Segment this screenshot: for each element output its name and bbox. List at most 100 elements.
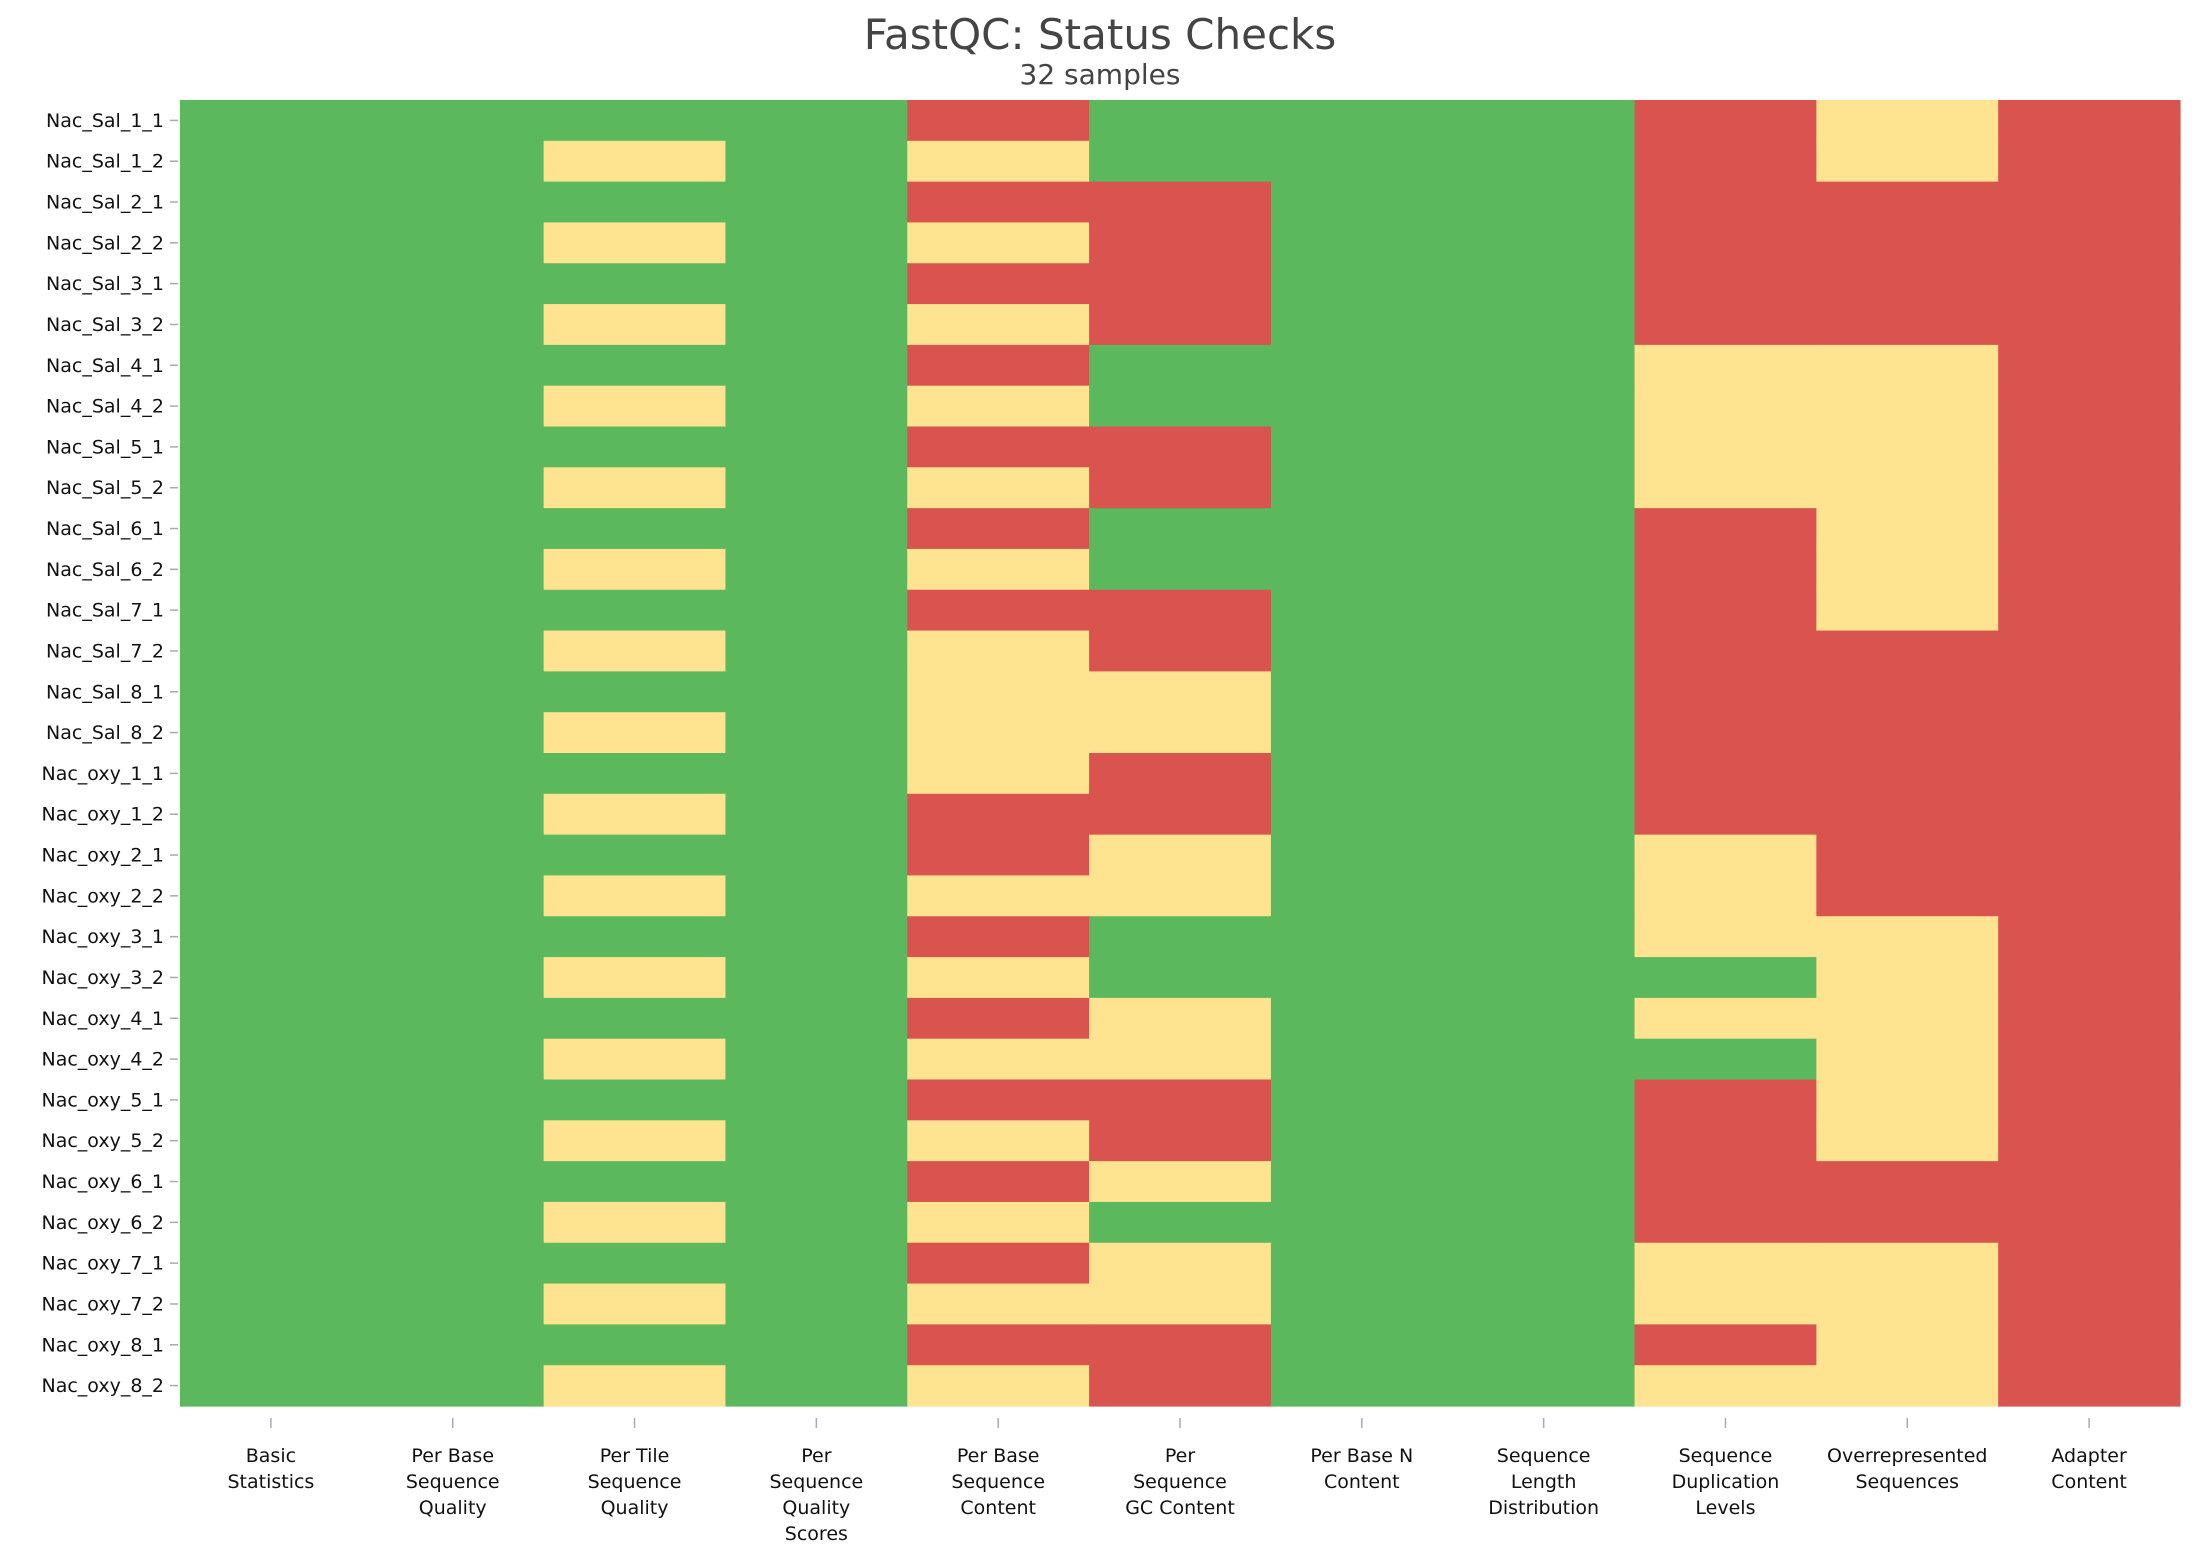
heatmap-cell bbox=[725, 712, 908, 754]
heatmap-cell bbox=[361, 589, 545, 632]
heatmap-cell bbox=[361, 957, 545, 999]
heatmap-cell bbox=[1452, 548, 1636, 591]
heatmap-cell bbox=[1270, 140, 1454, 183]
heatmap-cell bbox=[361, 834, 545, 877]
heatmap-cell bbox=[543, 344, 727, 387]
heatmap-cell bbox=[725, 304, 908, 346]
heatmap-cell bbox=[725, 181, 908, 224]
heatmap-cell bbox=[1089, 181, 1272, 224]
heatmap-cell bbox=[1816, 304, 1999, 346]
heatmap-cell bbox=[180, 793, 363, 836]
heatmap-cell bbox=[1998, 426, 2181, 468]
heatmap-cell bbox=[1998, 263, 2181, 305]
heatmap-cell bbox=[907, 1079, 1090, 1121]
heatmap-cell bbox=[543, 997, 727, 1040]
y-tick-label: Nac_oxy_4_1 bbox=[41, 1008, 164, 1030]
heatmap-cell bbox=[907, 426, 1090, 468]
heatmap-cell bbox=[543, 957, 727, 999]
heatmap-cell bbox=[180, 1365, 363, 1407]
heatmap-cell bbox=[180, 1324, 363, 1366]
heatmap-cell bbox=[1634, 467, 1817, 509]
heatmap-cell bbox=[1452, 222, 1636, 264]
heatmap-cell bbox=[907, 997, 1090, 1040]
heatmap-cell bbox=[1998, 467, 2181, 509]
heatmap-cell bbox=[1089, 1201, 1272, 1244]
y-tick-label: Nac_Sal_1_2 bbox=[46, 151, 164, 173]
heatmap-cell bbox=[1089, 957, 1272, 999]
heatmap-cell bbox=[1270, 793, 1454, 836]
heatmap-cell bbox=[361, 426, 545, 468]
heatmap-cell bbox=[1998, 630, 2181, 672]
heatmap-cell bbox=[725, 140, 908, 183]
heatmap-cell bbox=[1816, 508, 1999, 550]
heatmap-cell bbox=[180, 916, 363, 958]
heatmap-cell bbox=[1634, 916, 1817, 958]
heatmap-cell bbox=[1998, 671, 2181, 713]
heatmap-cell bbox=[1270, 630, 1454, 672]
heatmap-cell bbox=[907, 793, 1090, 836]
heatmap-cell bbox=[725, 508, 908, 550]
heatmap-cell bbox=[1452, 304, 1636, 346]
heatmap-cell bbox=[907, 1038, 1090, 1081]
y-tick-label: Nac_oxy_7_2 bbox=[41, 1293, 164, 1315]
heatmap-cell bbox=[361, 630, 545, 672]
heatmap-cell bbox=[725, 100, 908, 142]
heatmap-cells bbox=[180, 100, 2181, 1407]
heatmap-cell bbox=[1089, 916, 1272, 958]
heatmap-cell bbox=[907, 1242, 1090, 1285]
x-tick-label: Basic Statistics bbox=[227, 1445, 314, 1493]
heatmap-cell bbox=[543, 100, 727, 142]
heatmap-cell bbox=[1816, 712, 1999, 754]
heatmap-cell bbox=[1270, 997, 1454, 1040]
heatmap-cell bbox=[1089, 548, 1272, 591]
heatmap-cell bbox=[725, 1161, 908, 1203]
heatmap-cell bbox=[180, 1242, 363, 1285]
heatmap-cell bbox=[1634, 140, 1817, 183]
heatmap-cell bbox=[1998, 957, 2181, 999]
heatmap-cell bbox=[1816, 589, 1999, 632]
heatmap-cell bbox=[1270, 181, 1454, 224]
heatmap-cell bbox=[180, 385, 363, 428]
heatmap-cell bbox=[361, 753, 545, 795]
heatmap-cell bbox=[1270, 222, 1454, 264]
y-tick-label: Nac_Sal_3_2 bbox=[46, 314, 164, 336]
heatmap-cell bbox=[1452, 1079, 1636, 1121]
heatmap-cell bbox=[1634, 1038, 1817, 1081]
heatmap-cell bbox=[180, 1079, 363, 1121]
heatmap-cell bbox=[1816, 140, 1999, 183]
heatmap-cell bbox=[1452, 997, 1636, 1040]
heatmap-cell bbox=[361, 1201, 545, 1244]
heatmap-cell bbox=[1634, 1120, 1817, 1162]
heatmap-cell bbox=[1998, 1161, 2181, 1203]
heatmap-cell bbox=[1089, 467, 1272, 509]
heatmap-cell bbox=[1634, 263, 1817, 305]
heatmap-cell bbox=[361, 916, 545, 958]
heatmap-cell bbox=[907, 875, 1090, 917]
heatmap-cell bbox=[543, 1079, 727, 1121]
heatmap-cell bbox=[1089, 222, 1272, 264]
heatmap-cell bbox=[1452, 589, 1636, 632]
heatmap-cell bbox=[1816, 1161, 1999, 1203]
heatmap-cell bbox=[1998, 1283, 2181, 1325]
heatmap-cell bbox=[180, 1038, 363, 1081]
heatmap-cell bbox=[1270, 1324, 1454, 1366]
heatmap-cell bbox=[361, 222, 545, 264]
heatmap-cell bbox=[1998, 548, 2181, 591]
y-tick-label: Nac_oxy_7_1 bbox=[41, 1253, 164, 1275]
heatmap-cell bbox=[1452, 1365, 1636, 1407]
heatmap-cell bbox=[1089, 753, 1272, 795]
heatmap-cell bbox=[1634, 385, 1817, 428]
heatmap-cell bbox=[907, 222, 1090, 264]
heatmap-cell bbox=[1452, 1324, 1636, 1366]
heatmap-cell bbox=[1816, 630, 1999, 672]
heatmap-cell bbox=[725, 753, 908, 795]
heatmap-cell bbox=[1634, 1242, 1817, 1285]
heatmap-cell bbox=[361, 1038, 545, 1081]
heatmap-cell bbox=[361, 100, 545, 142]
heatmap-cell bbox=[1998, 834, 2181, 877]
heatmap-cell bbox=[1270, 671, 1454, 713]
heatmap-cell bbox=[1089, 263, 1272, 305]
heatmap-cell bbox=[1998, 1324, 2181, 1366]
heatmap-cell bbox=[543, 712, 727, 754]
heatmap-cell bbox=[907, 753, 1090, 795]
